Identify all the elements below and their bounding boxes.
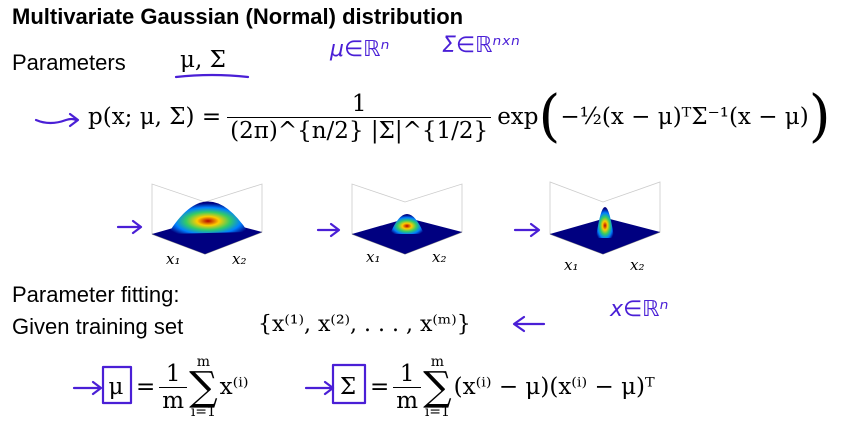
note-mu-in: μ∈ℝⁿ [329, 37, 389, 62]
gaussian-plots-row: x₁ x₂ x₁ x₂ x₁ x₂ [116, 181, 661, 274]
plot3-x2-label: x₂ [630, 256, 644, 274]
training-set: {x⁽¹⁾, x⁽²⁾, . . . , x⁽ᵐ⁾} [258, 312, 471, 337]
sigma-denominator: m [393, 386, 422, 414]
fitting-label: Parameter fitting: [12, 282, 180, 307]
box-mu [101, 365, 133, 405]
mu-numerator: 1 [165, 360, 181, 387]
pdf-fraction: 1 (2π)^{n/2} |Σ|^{1/2} [227, 90, 492, 144]
parameters-label: Parameters [12, 50, 126, 75]
mu-formula: μ = 1 m m ∑ i=1 x⁽ⁱ⁾ [100, 346, 249, 428]
plot1-x1-label: x₁ [166, 250, 180, 268]
mu-lhs: μ [108, 374, 124, 400]
sigma-sum-top: m [430, 354, 445, 370]
note-sigma-in: Σ∈ℝⁿˣⁿ [442, 33, 520, 58]
mu-sum-bottom: i=1 [190, 404, 216, 420]
sigma-numerator: 1 [399, 360, 415, 387]
plot3-x1-label: x₁ [564, 256, 578, 274]
plot1-x2-label: x₂ [232, 250, 246, 268]
sigma-equals: = [370, 374, 390, 400]
mu-sum: m ∑ i=1 [189, 355, 218, 419]
pdf-numerator: 1 [351, 90, 367, 117]
note-x-in: x∈ℝⁿ [609, 297, 668, 322]
right-paren: ) [808, 84, 831, 149]
pdf-formula: p(x; μ, Σ) = 1 (2π)^{n/2} |Σ|^{1/2} exp … [88, 82, 831, 152]
parameters-symbols: μ, Σ [180, 47, 226, 73]
sigma-sum: m ∑ i=1 [423, 355, 452, 419]
mu-denominator: m [159, 386, 188, 414]
mu-sum-top: m [196, 354, 211, 370]
pdf-inner: −½(x − μ)ᵀΣ⁻¹(x − μ) [560, 104, 809, 130]
gaussian-plot-2 [351, 183, 463, 255]
mu-equals: = [136, 374, 156, 400]
plot2-x1-label: x₁ [366, 248, 380, 266]
mu-fraction: 1 m [159, 360, 188, 414]
training-label: Given training set [12, 314, 184, 339]
sigma-fraction: 1 m [393, 360, 422, 414]
arrow-plot-3 [513, 222, 541, 238]
pdf-denominator: (2π)^{n/2} |Σ|^{1/2} [227, 116, 492, 144]
handwritten-note-x: x∈ℝⁿ [609, 297, 668, 322]
sigma-sigma-symbol: ∑ [423, 364, 452, 410]
pdf-exp: exp [497, 104, 539, 130]
arrow-mu [72, 380, 103, 396]
sigma-body: (x⁽ⁱ⁾ − μ)(x⁽ⁱ⁾ − μ)ᵀ [453, 374, 655, 400]
mu-sigma-symbol: ∑ [189, 364, 218, 410]
sigma-formula: Σ = 1 m m ∑ i=1 (x⁽ⁱ⁾ − μ)(x⁽ⁱ⁾ − μ)ᵀ [330, 346, 655, 428]
arrow-training-set [512, 315, 546, 333]
slide-title: Multivariate Gaussian (Normal) distribut… [12, 4, 464, 29]
parameters-underline [174, 73, 250, 79]
arrow-plot-2 [316, 222, 341, 238]
sigma-sum-bottom: i=1 [424, 404, 450, 420]
handwritten-notes-top: μ∈ℝⁿ Σ∈ℝⁿˣⁿ [329, 33, 520, 62]
gaussian-plot-1 [151, 183, 263, 255]
box-sigma [331, 363, 367, 405]
plot2-x2-label: x₂ [432, 248, 446, 266]
arrow-pdf [34, 112, 80, 128]
left-paren: ( [538, 84, 561, 149]
sigma-lhs: Σ [339, 374, 357, 400]
arrow-plot-1 [116, 219, 143, 235]
gaussian-plot-3 [549, 181, 661, 255]
parameters-math: μ, Σ [180, 47, 226, 73]
pdf-lhs: p(x; μ, Σ) = [88, 104, 222, 130]
mu-body: x⁽ⁱ⁾ [219, 374, 249, 400]
